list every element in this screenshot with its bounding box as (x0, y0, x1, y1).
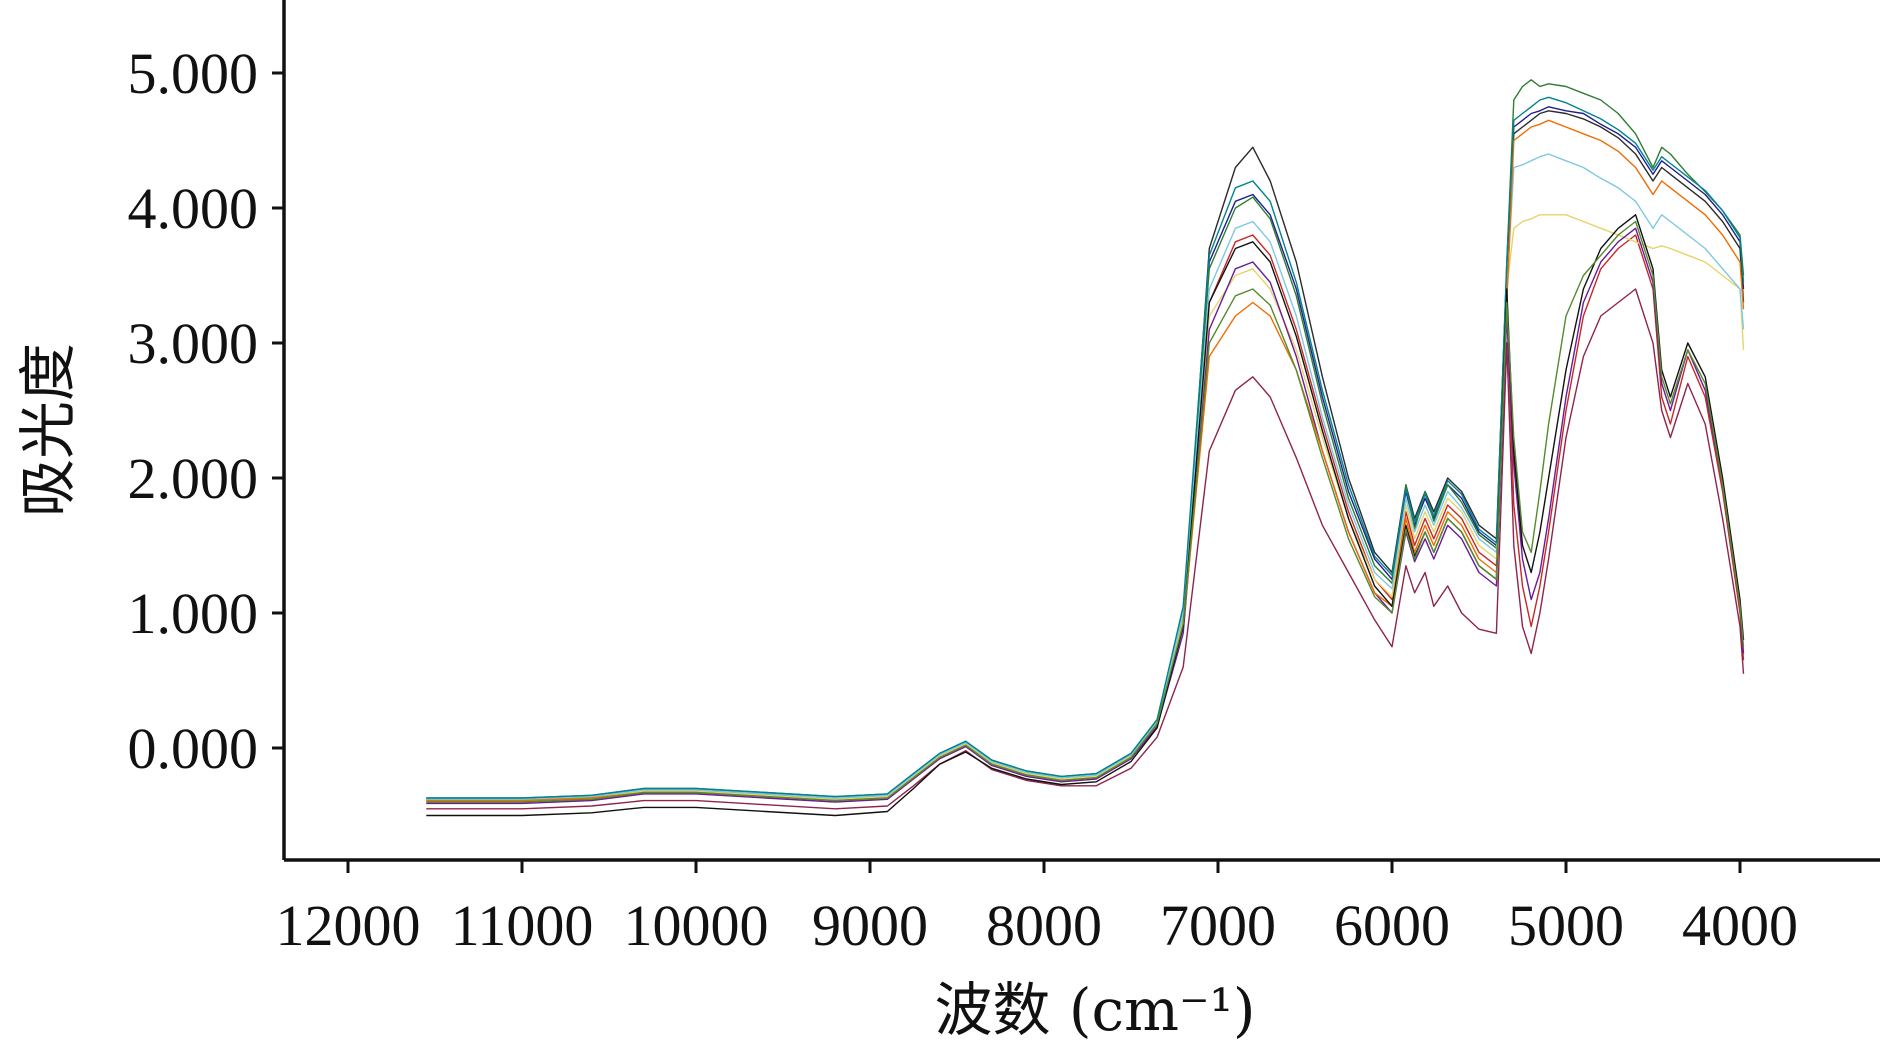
x-ticks: 12000 11000 10000 9000 8000 7000 6000 5000 4000 (276, 860, 1798, 958)
y-ticks: 0.000 1.000 2.000 3.000 4.000 5.000 (128, 41, 284, 781)
x-tick-label: 7000 (1160, 893, 1276, 958)
spectrum-line (426, 220, 1745, 803)
spectrum-line (426, 153, 1745, 800)
y-tick-label: 4.000 (128, 176, 259, 241)
spectrum-line (426, 227, 1745, 805)
x-tick-label: 5000 (1508, 893, 1624, 958)
y-tick-label: 1.000 (128, 581, 259, 646)
spectrum-line (426, 214, 1745, 802)
x-tick-label: 4000 (1682, 893, 1798, 958)
spectrum-line (426, 106, 1745, 800)
x-tick-label: 9000 (812, 893, 928, 958)
spectrum-line (426, 214, 1745, 817)
x-axis-title: 波数 (cm⁻¹) (934, 976, 1255, 1044)
spectrum-line (426, 96, 1745, 799)
x-tick-label: 10000 (624, 893, 769, 958)
x-tick-label: 8000 (986, 893, 1102, 958)
series-layer (426, 79, 1745, 817)
y-axis-title: 吸光度 (14, 343, 82, 517)
x-tick-label: 11000 (451, 893, 594, 958)
y-tick-label: 0.000 (128, 716, 259, 781)
spectrum-line (426, 79, 1745, 799)
x-tick-label: 6000 (1334, 893, 1450, 958)
spectrum-line (426, 234, 1745, 800)
y-tick-label: 3.000 (128, 311, 259, 376)
x-tick-label: 12000 (276, 893, 421, 958)
y-tick-label: 5.000 (128, 41, 259, 106)
y-tick-label: 2.000 (128, 446, 259, 511)
spectrum-line (426, 119, 1745, 802)
